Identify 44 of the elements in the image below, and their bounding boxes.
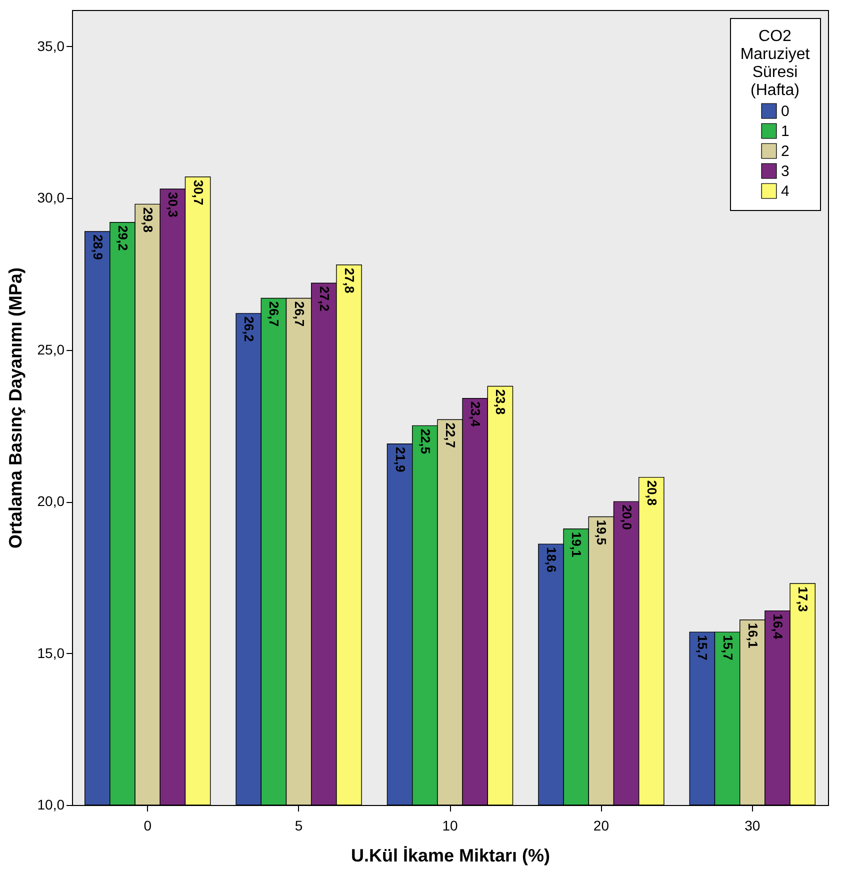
legend-label: 3 [781, 163, 790, 180]
x-axis-title: U.Kül İkame Miktarı (%) [350, 846, 550, 866]
data-label: 15,7 [720, 635, 736, 660]
y-tick-label: 10,0 [37, 796, 65, 812]
x-tick-label: 20 [593, 818, 610, 834]
data-label: 18,6 [544, 547, 559, 572]
data-label: 22,7 [443, 422, 458, 448]
y-tick-label: 15,0 [37, 644, 65, 661]
data-label: 27,8 [342, 268, 357, 294]
y-tick-label: 35,0 [37, 38, 65, 54]
data-label: 26,7 [292, 301, 307, 327]
data-label: 26,2 [242, 316, 257, 342]
data-label: 15,7 [695, 635, 710, 660]
data-label: 21,9 [392, 446, 408, 472]
y-tick-label: 25,0 [37, 341, 65, 358]
data-label: 26,7 [266, 301, 282, 327]
data-label: 23,8 [493, 389, 508, 415]
x-tick-label: 10 [442, 818, 458, 834]
data-label: 29,2 [116, 225, 130, 251]
legend-label: 0 [781, 103, 790, 120]
legend-label: 2 [781, 143, 790, 160]
y-tick-label: 20,0 [37, 493, 65, 510]
data-label: 28,9 [90, 234, 106, 260]
data-label: 20,8 [644, 480, 660, 506]
legend-label: 4 [781, 183, 790, 200]
data-label: 27,2 [316, 286, 332, 312]
data-label: 22,5 [418, 428, 433, 454]
data-label: 19,1 [569, 532, 584, 558]
data-label: 16,4 [770, 614, 786, 640]
data-label: 23,4 [468, 401, 484, 428]
y-tick-label: 30,0 [37, 190, 65, 206]
data-label: 17,3 [796, 586, 811, 612]
data-label: 29,8 [140, 207, 156, 233]
y-axis-title: Ortalama Basınç Dayanımı (MPa) [5, 267, 26, 549]
data-label: 20,0 [619, 504, 634, 530]
data-label: 30,3 [166, 192, 181, 218]
data-label: 30,7 [190, 180, 206, 206]
x-tick-label: 0 [144, 818, 152, 834]
x-tick-label: 5 [294, 818, 303, 834]
x-tick-label: 30 [744, 818, 760, 834]
legend-label: 1 [781, 123, 790, 140]
data-label: 16,1 [745, 622, 760, 648]
legend-title: CO2 Maruziyet Süresi (Hafta) [740, 28, 810, 99]
data-label: 19,5 [594, 520, 610, 546]
